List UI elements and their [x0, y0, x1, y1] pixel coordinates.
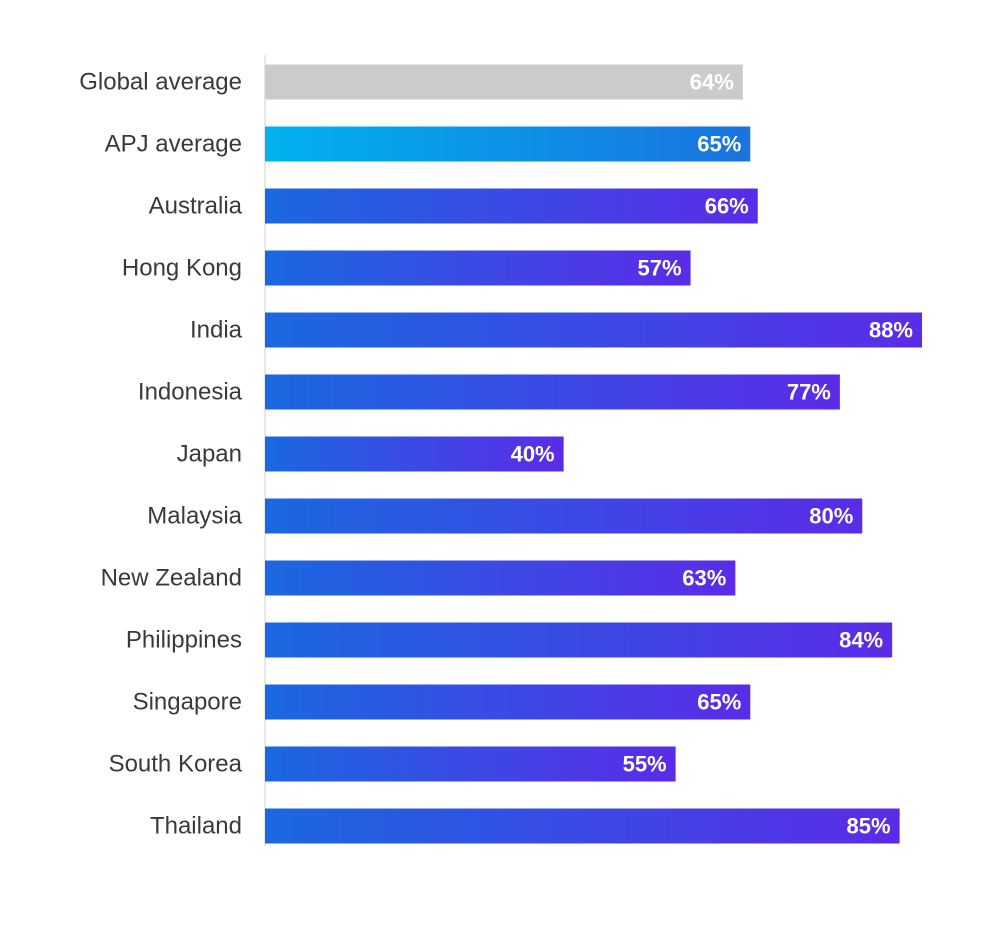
value-label: 40% — [511, 442, 555, 467]
bar-india — [265, 312, 922, 348]
bar-new-zealand — [265, 560, 736, 596]
value-label: 65% — [697, 690, 741, 715]
bar-hong-kong — [265, 250, 691, 286]
value-label: 85% — [847, 814, 891, 839]
bar-global-average — [265, 64, 743, 100]
bars-group: Global average 64% APJ average 65% Australia… — [79, 64, 922, 844]
category-label: APJ average — [105, 131, 242, 158]
category-label: India — [190, 317, 243, 344]
category-label: Australia — [149, 193, 243, 220]
category-label: Hong Kong — [122, 255, 242, 282]
category-label: Malaysia — [147, 503, 242, 530]
value-label: 77% — [787, 380, 831, 405]
category-label: Thailand — [150, 813, 242, 840]
category-label: Philippines — [126, 627, 242, 654]
bar-thailand — [265, 808, 900, 844]
value-label: 80% — [809, 504, 853, 529]
value-label: 63% — [682, 566, 726, 591]
bar-singapore — [265, 684, 751, 720]
bar-south-korea — [265, 746, 676, 782]
bar-australia — [265, 188, 758, 224]
value-label: 84% — [839, 628, 883, 653]
value-label: 64% — [690, 70, 734, 95]
bar-malaysia — [265, 498, 863, 534]
bar-apj-average — [265, 126, 751, 162]
category-label: Singapore — [133, 689, 242, 716]
value-label: 55% — [623, 752, 667, 777]
value-label: 66% — [705, 194, 749, 219]
bar-philippines — [265, 622, 893, 658]
category-label: South Korea — [109, 751, 243, 778]
category-label: Japan — [177, 441, 242, 468]
value-label: 65% — [697, 132, 741, 157]
category-label: New Zealand — [101, 565, 242, 592]
category-label: Indonesia — [138, 379, 243, 406]
value-label: 88% — [869, 318, 913, 343]
bar-japan — [265, 436, 564, 472]
category-label: Global average — [79, 69, 242, 96]
bar-indonesia — [265, 374, 840, 410]
value-label: 57% — [638, 256, 682, 281]
